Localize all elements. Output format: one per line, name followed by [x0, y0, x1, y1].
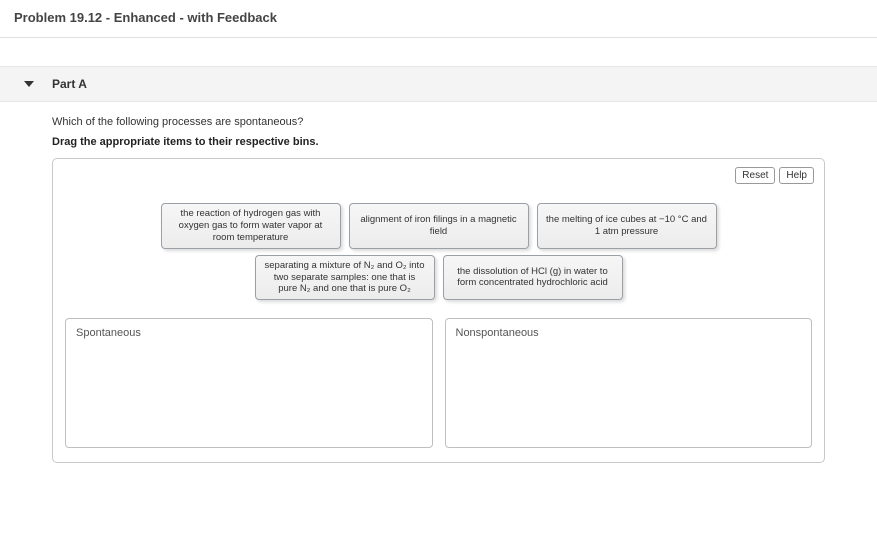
item-row: separating a mixture of N₂ and O₂ into t… [255, 255, 623, 301]
drag-item[interactable]: separating a mixture of N₂ and O₂ into t… [255, 255, 435, 301]
work-panel: Reset Help the reaction of hydrogen gas … [52, 158, 825, 463]
panel-actions: Reset Help [735, 167, 814, 184]
bin-label: Spontaneous [76, 327, 422, 339]
question-prompt: Which of the following processes are spo… [52, 116, 825, 128]
bin-label: Nonspontaneous [456, 327, 802, 339]
collapse-caret-icon[interactable] [24, 81, 34, 87]
draggable-items-area: the reaction of hydrogen gas with oxygen… [65, 203, 812, 300]
help-button[interactable]: Help [779, 167, 814, 184]
part-header[interactable]: Part A [0, 66, 877, 102]
drag-item[interactable]: alignment of iron filings in a magnetic … [349, 203, 529, 249]
drag-item[interactable]: the melting of ice cubes at −10 °C and 1… [537, 203, 717, 249]
page-header: Problem 19.12 - Enhanced - with Feedback [0, 0, 877, 38]
bins-row: Spontaneous Nonspontaneous [65, 318, 812, 448]
question-area: Which of the following processes are spo… [0, 102, 877, 463]
item-row: the reaction of hydrogen gas with oxygen… [161, 203, 717, 249]
drag-item[interactable]: the reaction of hydrogen gas with oxygen… [161, 203, 341, 249]
drag-item[interactable]: the dissolution of HCl (g) in water to f… [443, 255, 623, 301]
part-label: Part A [52, 77, 87, 91]
bin-nonspontaneous[interactable]: Nonspontaneous [445, 318, 813, 448]
bin-spontaneous[interactable]: Spontaneous [65, 318, 433, 448]
page-title: Problem 19.12 - Enhanced - with Feedback [14, 10, 863, 25]
reset-button[interactable]: Reset [735, 167, 775, 184]
question-instruction: Drag the appropriate items to their resp… [52, 136, 825, 148]
